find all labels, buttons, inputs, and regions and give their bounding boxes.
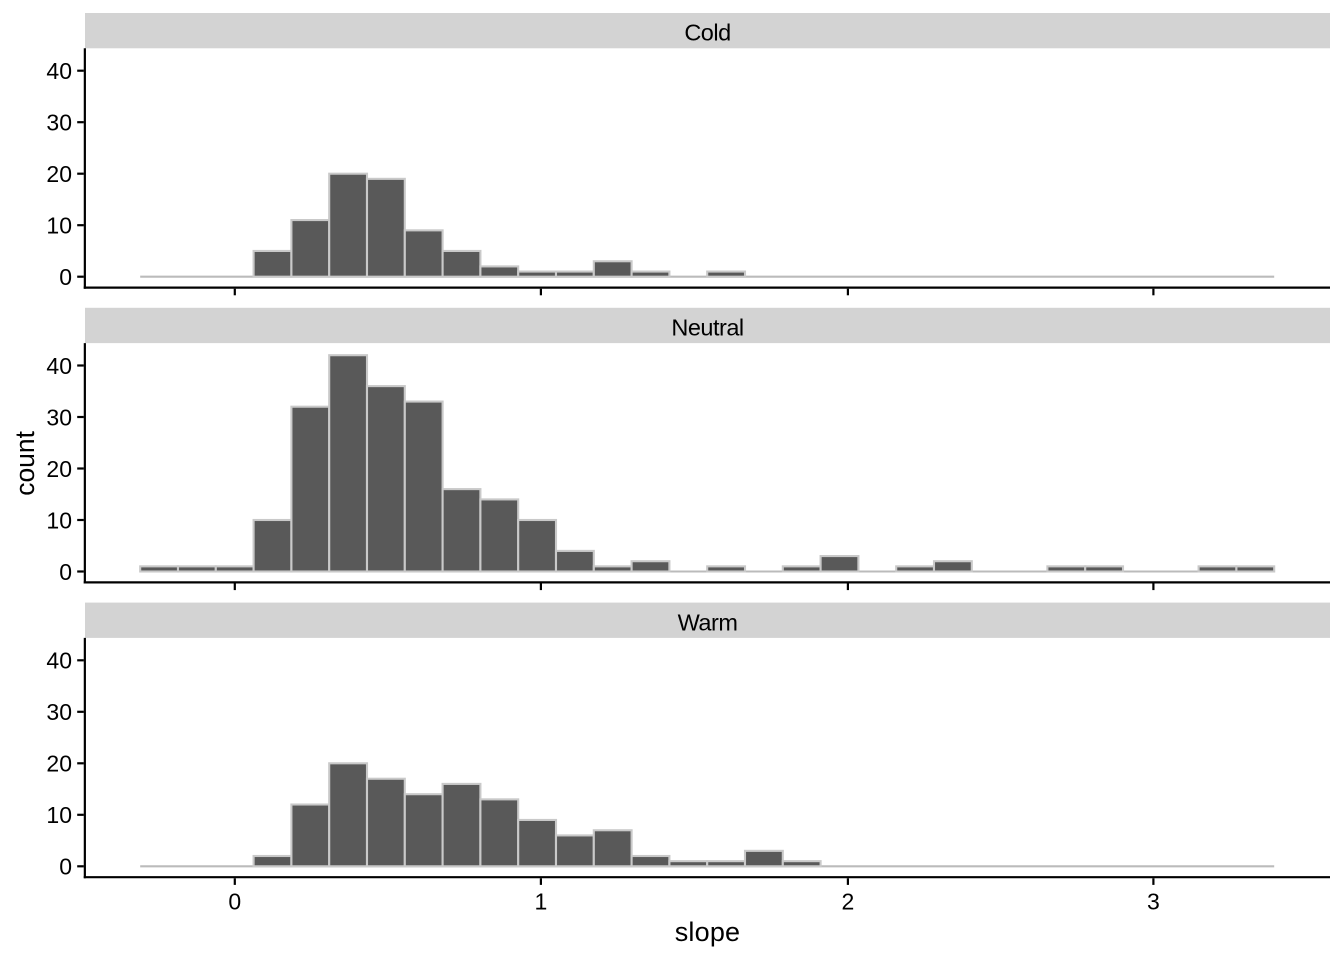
- svg-text:20: 20: [46, 161, 72, 187]
- svg-text:3: 3: [1147, 889, 1160, 915]
- svg-text:30: 30: [46, 110, 72, 136]
- svg-text:Neutral: Neutral: [671, 315, 743, 341]
- svg-text:10: 10: [46, 213, 72, 239]
- svg-text:0: 0: [59, 264, 72, 290]
- svg-text:20: 20: [46, 456, 72, 482]
- svg-text:Warm: Warm: [678, 609, 738, 635]
- svg-text:40: 40: [46, 353, 72, 379]
- svg-text:Cold: Cold: [684, 20, 730, 46]
- svg-text:40: 40: [46, 648, 72, 674]
- svg-text:0: 0: [59, 559, 72, 585]
- svg-text:count: count: [10, 430, 40, 495]
- svg-text:20: 20: [46, 751, 72, 777]
- svg-text:30: 30: [46, 404, 72, 430]
- svg-text:0: 0: [59, 854, 72, 880]
- svg-text:2: 2: [842, 889, 855, 915]
- svg-text:40: 40: [46, 58, 72, 84]
- svg-text:1: 1: [535, 889, 548, 915]
- svg-text:0: 0: [228, 889, 241, 915]
- svg-text:30: 30: [46, 699, 72, 725]
- svg-text:10: 10: [46, 507, 72, 533]
- svg-text:slope: slope: [675, 917, 741, 947]
- svg-text:10: 10: [46, 802, 72, 828]
